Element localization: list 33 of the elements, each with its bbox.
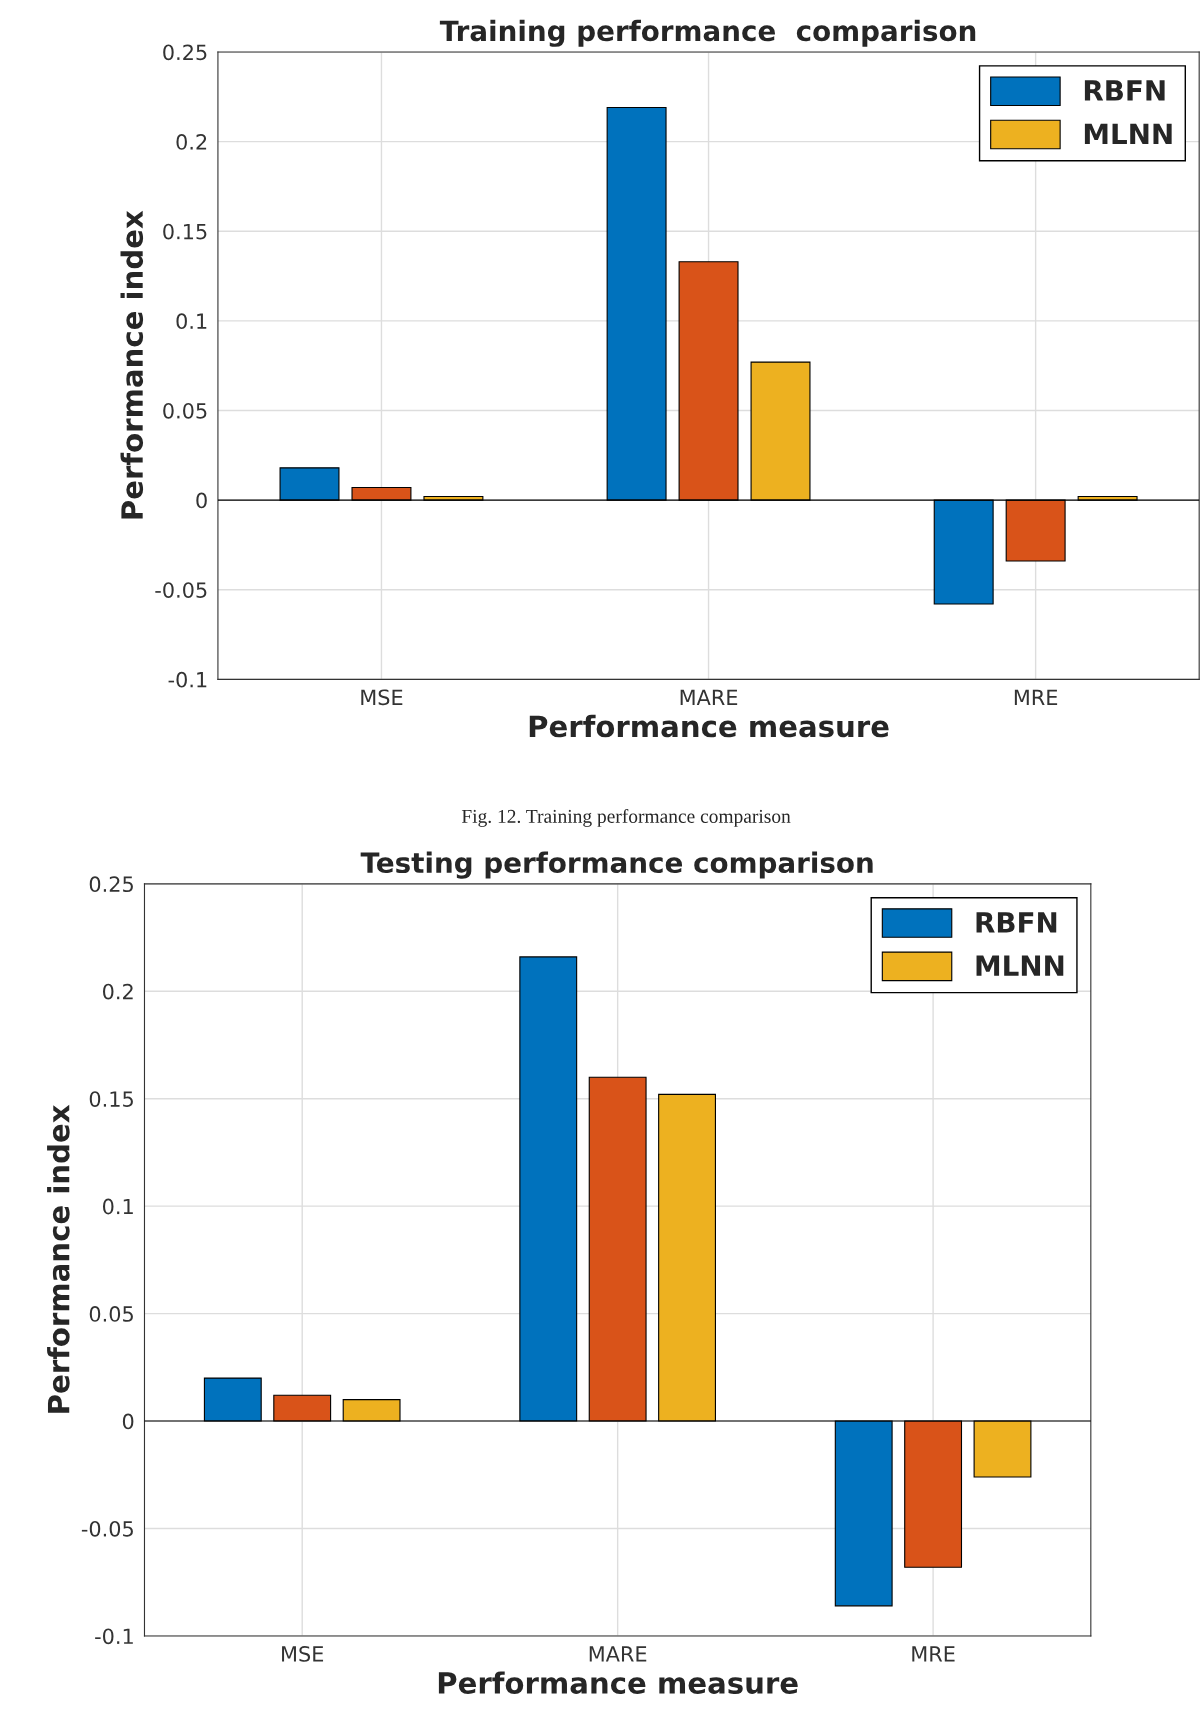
x-tick-label: MSE xyxy=(282,1646,324,1662)
x-tick-label: MARE xyxy=(589,1646,647,1662)
legend-label: RBFN xyxy=(1084,80,1165,101)
x-tick-label: MARE xyxy=(680,689,738,705)
y-tick-label: 0.1 xyxy=(176,313,207,330)
y-tick-label: -0.1 xyxy=(168,671,207,688)
x-axis-title: Performance measure xyxy=(529,714,889,738)
chart-title: Training performance comparison xyxy=(439,19,976,47)
y-tick-label: -0.1 xyxy=(95,1628,133,1645)
y-tick-label: 0 xyxy=(122,1413,134,1430)
y-tick-label: 0.1 xyxy=(103,1198,133,1215)
x-axis-title: Performance measure xyxy=(438,1671,798,1694)
chart-title: Testing performance comparison xyxy=(360,851,873,879)
x-tick-label: MSE xyxy=(361,689,403,706)
legend-label: MLNN xyxy=(976,955,1064,976)
legend-label: MLNN xyxy=(1084,123,1172,144)
y-axis-title: Performance index xyxy=(47,1104,70,1413)
y-tick-label: 0.2 xyxy=(176,134,207,150)
y-tick-label: -0.05 xyxy=(81,1520,133,1537)
y-tick-label: -0.05 xyxy=(155,582,207,598)
y-tick-label: 0.15 xyxy=(89,1091,133,1107)
y-axis-title: Performance index xyxy=(120,210,144,519)
y-tick-label: 0.05 xyxy=(89,1306,133,1322)
x-tick-label: MRE xyxy=(912,1646,955,1662)
y-tick-label: 0.25 xyxy=(89,876,133,893)
y-tick-label: 0.2 xyxy=(103,983,133,1000)
y-tick-label: 0.05 xyxy=(163,402,207,419)
caption: Fig. 12. Training performance comparison xyxy=(461,809,791,827)
x-tick-label: MRE xyxy=(1014,689,1058,705)
legend-label: RBFN xyxy=(976,912,1057,933)
y-tick-label: 0.25 xyxy=(163,44,207,61)
y-tick-label: 0 xyxy=(196,492,207,509)
y-tick-label: 0.15 xyxy=(163,223,207,240)
